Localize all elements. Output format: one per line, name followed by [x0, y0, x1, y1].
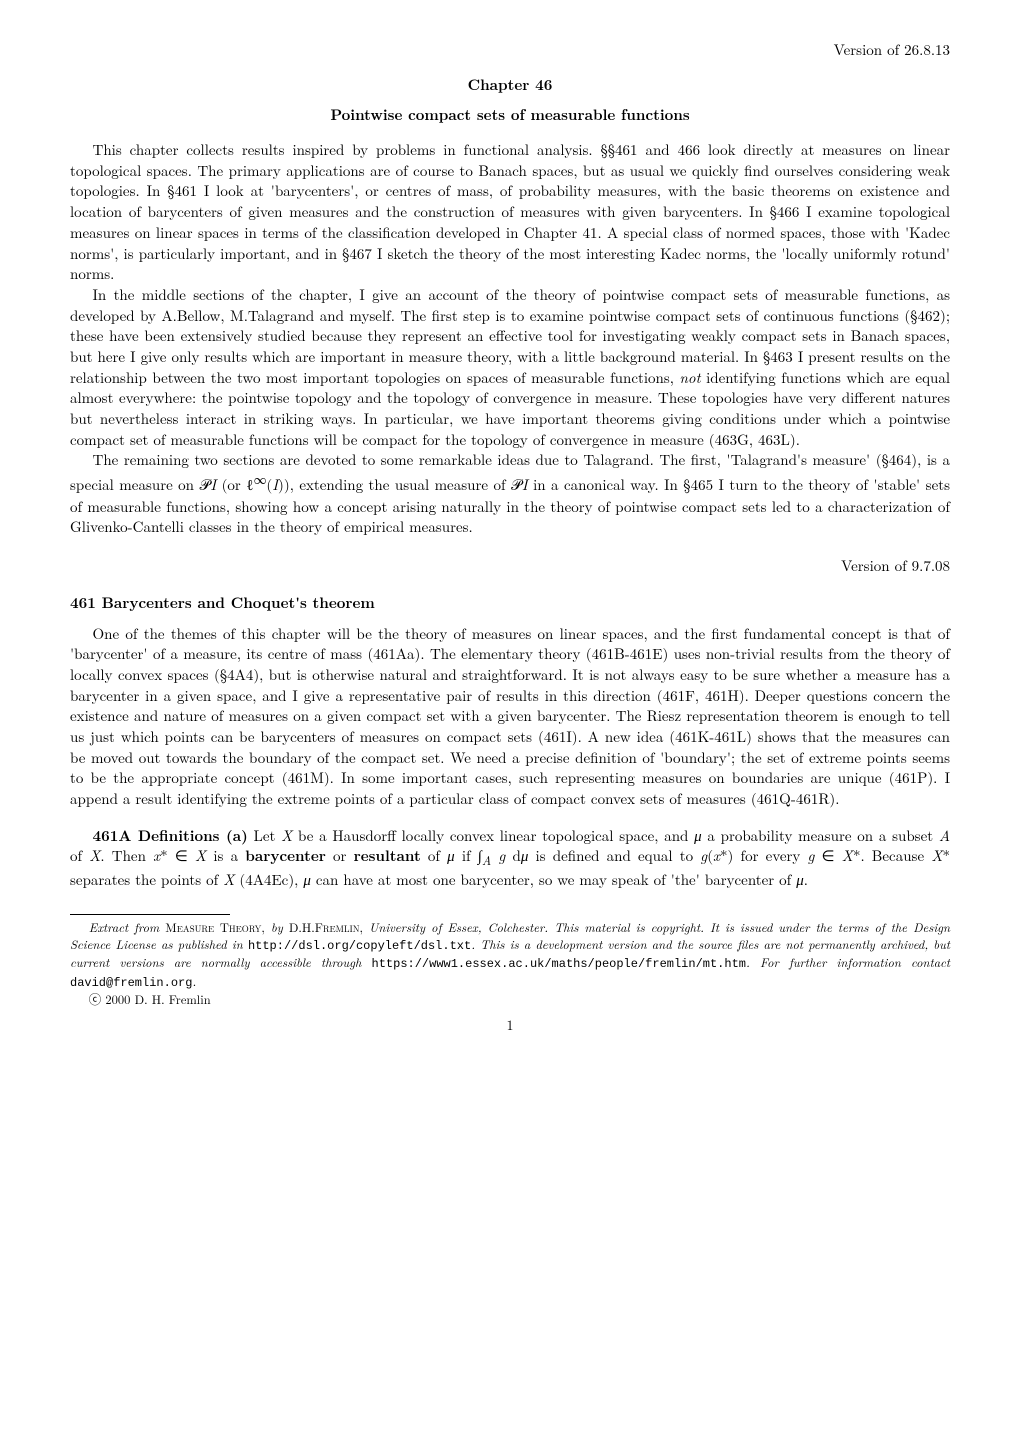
copyright-symbol: ⓒ: [89, 990, 102, 1008]
footnote-extract: Extract from Measure Theory, by D.H.Frem…: [70, 919, 950, 990]
page-number: 1: [70, 1016, 950, 1035]
intro-paragraph-2: In the middle sections of the chapter, I…: [70, 285, 950, 451]
intro-paragraph-3: The remaining two sections are devoted t…: [70, 450, 950, 538]
section-heading: 461 Barycenters and Choquet's theorem: [70, 593, 950, 614]
footnote-end: .: [192, 972, 196, 990]
footnote-rule: [70, 914, 230, 915]
footnote-by: by: [265, 918, 289, 936]
term-resultant: resultant: [354, 845, 421, 866]
section-paragraph-1: One of the themes of this chapter will b…: [70, 624, 950, 810]
chapter-number: Chapter 46: [70, 75, 950, 96]
footnote-url-2: https://www1.essex.ac.uk/maths/people/fr…: [372, 957, 746, 971]
version-top: Version of 26.8.13: [70, 40, 950, 61]
emph-not: not: [679, 367, 700, 388]
footnote-copyright: ⓒ 2000 D. H. Fremlin: [70, 991, 950, 1008]
definition-461A: 461A Definitions (a) Let X be a Hausdorf…: [70, 826, 950, 891]
footnote-text: Extract from: [89, 918, 166, 936]
term-barycenter: barycenter: [245, 845, 326, 866]
intro-paragraph-1: This chapter collects results inspired b…: [70, 140, 950, 285]
chapter-title: Pointwise compact sets of measurable fun…: [70, 105, 950, 126]
definition-label: 461A Definitions (a): [93, 825, 248, 846]
footnote-url-3: david@fremlin.org: [70, 976, 192, 990]
footnote-url-1: http://dsl.org/copyleft/dsl.txt: [248, 939, 471, 953]
footnote-author: D.H.Fremlin,: [289, 918, 363, 936]
footnote-body-3: . For further information contact: [746, 953, 950, 971]
footnote-book-title: Measure Theory,: [165, 918, 265, 936]
version-mid: Version of 9.7.08: [70, 556, 950, 577]
copyright-text: 2000 D. H. Fremlin: [101, 990, 210, 1008]
